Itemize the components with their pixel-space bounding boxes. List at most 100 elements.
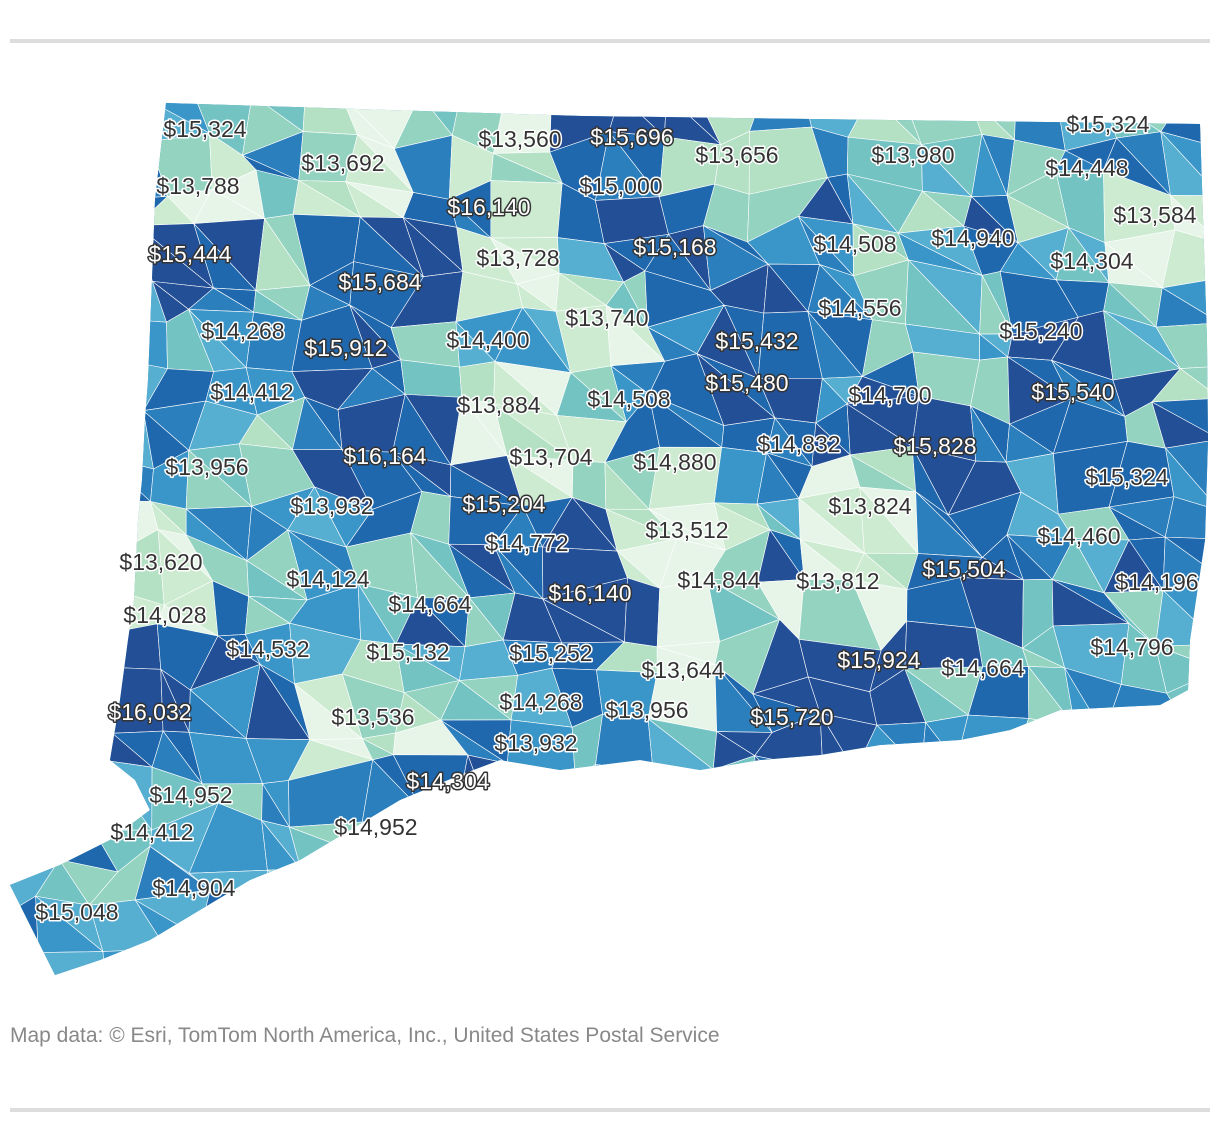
town-region[interactable] — [250, 890, 312, 961]
town-region[interactable] — [759, 803, 825, 873]
town-region[interactable] — [66, 573, 99, 636]
town-region[interactable] — [103, 95, 151, 143]
town-region[interactable] — [1155, 806, 1220, 876]
town-region[interactable] — [920, 761, 972, 830]
town-region[interactable] — [620, 937, 654, 995]
town-region[interactable] — [959, 897, 1026, 962]
town-region[interactable] — [250, 934, 314, 995]
town-region[interactable] — [853, 844, 933, 912]
town-region[interactable] — [625, 889, 674, 942]
town-region[interactable] — [798, 889, 882, 953]
town-region[interactable] — [862, 804, 933, 846]
town-region[interactable] — [1021, 845, 1080, 914]
town-region[interactable] — [300, 851, 374, 902]
town-region[interactable] — [354, 851, 415, 919]
town-region[interactable] — [911, 961, 969, 995]
town-region[interactable] — [853, 771, 922, 806]
town-region[interactable] — [94, 317, 168, 370]
town-region[interactable] — [659, 869, 696, 919]
town-region[interactable] — [0, 529, 68, 604]
town-region[interactable] — [0, 154, 43, 194]
town-region[interactable] — [923, 910, 984, 950]
town-region[interactable] — [653, 889, 695, 957]
town-region[interactable] — [102, 948, 167, 995]
town-region[interactable] — [0, 309, 64, 361]
town-region[interactable] — [575, 902, 627, 940]
town-region[interactable] — [660, 799, 729, 875]
town-region[interactable] — [932, 844, 965, 918]
town-region[interactable] — [956, 714, 1030, 763]
town-region[interactable] — [0, 395, 50, 450]
town-region[interactable] — [307, 959, 343, 995]
town-region[interactable] — [847, 95, 923, 146]
town-region[interactable] — [966, 948, 1013, 995]
town-region[interactable] — [822, 769, 864, 822]
town-region[interactable] — [36, 129, 119, 201]
town-region[interactable] — [42, 192, 94, 230]
town-region[interactable] — [964, 818, 1023, 874]
town-region[interactable] — [84, 455, 152, 502]
town-region[interactable] — [1160, 721, 1220, 785]
town-region[interactable] — [753, 755, 824, 805]
town-region[interactable] — [0, 137, 44, 195]
town-region[interactable] — [444, 907, 500, 954]
town-region[interactable] — [493, 935, 571, 995]
town-region[interactable] — [1001, 817, 1080, 863]
town-region[interactable] — [49, 666, 113, 734]
town-region[interactable] — [1154, 912, 1220, 963]
town-region[interactable] — [197, 934, 261, 995]
town-region[interactable] — [1078, 817, 1129, 865]
town-region[interactable] — [713, 871, 776, 914]
town-region[interactable] — [1104, 919, 1171, 943]
town-region[interactable] — [0, 804, 60, 861]
town-region[interactable] — [396, 857, 472, 917]
town-region[interactable] — [659, 869, 715, 920]
town-region[interactable] — [0, 95, 38, 156]
town-region[interactable] — [0, 95, 51, 139]
town-region[interactable] — [0, 447, 60, 499]
town-region[interactable] — [1101, 760, 1162, 808]
town-region[interactable] — [62, 573, 99, 650]
town-region[interactable] — [93, 199, 138, 230]
town-region[interactable] — [713, 798, 776, 875]
town-region[interactable] — [854, 770, 917, 821]
town-region[interactable] — [1081, 941, 1119, 995]
town-region[interactable] — [49, 215, 117, 291]
town-region[interactable] — [0, 172, 52, 220]
town-region[interactable] — [0, 714, 56, 768]
town-region[interactable] — [712, 769, 760, 817]
town-region[interactable] — [197, 935, 261, 995]
town-region[interactable] — [49, 761, 95, 831]
town-region[interactable] — [923, 844, 961, 918]
town-region[interactable] — [1071, 725, 1103, 762]
town-region[interactable] — [598, 809, 662, 872]
town-region[interactable] — [753, 889, 825, 960]
town-region[interactable] — [493, 902, 578, 943]
town-region[interactable] — [267, 869, 312, 897]
town-region[interactable] — [341, 959, 418, 995]
town-region[interactable] — [1049, 862, 1134, 920]
town-region[interactable] — [1078, 911, 1107, 959]
town-region[interactable] — [42, 309, 97, 361]
town-region[interactable] — [457, 805, 496, 869]
town-region[interactable] — [652, 940, 727, 995]
town-region[interactable] — [652, 773, 730, 829]
town-region[interactable] — [1071, 758, 1103, 819]
town-region[interactable] — [49, 289, 97, 318]
town-region[interactable] — [554, 938, 627, 995]
town-region[interactable] — [37, 529, 111, 585]
town-region[interactable] — [982, 948, 1013, 995]
town-region[interactable] — [693, 955, 753, 995]
town-region[interactable] — [494, 844, 578, 904]
town-region[interactable] — [803, 803, 864, 861]
town-region[interactable] — [307, 959, 371, 995]
town-region[interactable] — [600, 869, 674, 908]
town-region[interactable] — [915, 770, 972, 830]
town-region[interactable] — [165, 936, 214, 995]
town-region[interactable] — [1071, 758, 1102, 819]
town-region[interactable] — [749, 95, 812, 132]
town-region[interactable] — [0, 493, 60, 531]
town-region[interactable] — [0, 217, 51, 291]
town-region[interactable] — [960, 873, 1027, 918]
town-region[interactable] — [266, 868, 312, 897]
